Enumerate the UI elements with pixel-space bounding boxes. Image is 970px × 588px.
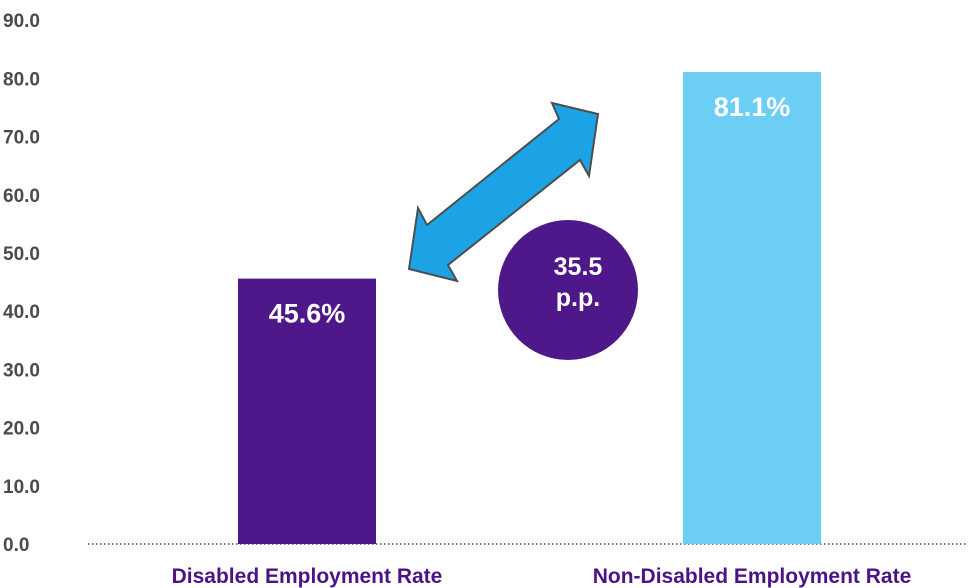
- difference-circle: [498, 220, 638, 360]
- bar-value-label: 81.1%: [714, 92, 791, 122]
- y-tick-label: 20.0: [3, 419, 40, 440]
- bar-value-label: 45.6%: [269, 299, 346, 329]
- y-tick-label: 40.0: [3, 302, 40, 323]
- y-tick-label: 70.0: [3, 128, 40, 149]
- difference-value: 35.5: [554, 253, 603, 281]
- bar: [238, 278, 376, 544]
- y-tick-label: 50.0: [3, 244, 40, 265]
- y-tick-label: 10.0: [3, 477, 40, 498]
- x-axis-labels: Disabled Employment Rate Non-Disabled Emp…: [172, 565, 912, 588]
- difference-annotation: 35.5 p.p.: [407, 101, 638, 360]
- y-axis: 0.0 10.0 20.0 30.0 40.0 50.0 60.0 70.0 80.0 90.0: [3, 11, 40, 556]
- y-tick-label: 30.0: [3, 360, 40, 381]
- bars: 45.6% 81.1%: [238, 71, 821, 545]
- x-category-label: Disabled Employment Rate: [172, 565, 443, 588]
- y-tick-label: 0.0: [3, 535, 29, 556]
- y-tick-label: 90.0: [3, 11, 40, 32]
- double-headed-arrow-icon: [407, 101, 600, 283]
- y-tick-label: 60.0: [3, 186, 40, 207]
- difference-unit: p.p.: [556, 284, 600, 312]
- y-tick-label: 80.0: [3, 69, 40, 90]
- bar: [683, 71, 821, 545]
- x-category-label: Non-Disabled Employment Rate: [593, 565, 912, 588]
